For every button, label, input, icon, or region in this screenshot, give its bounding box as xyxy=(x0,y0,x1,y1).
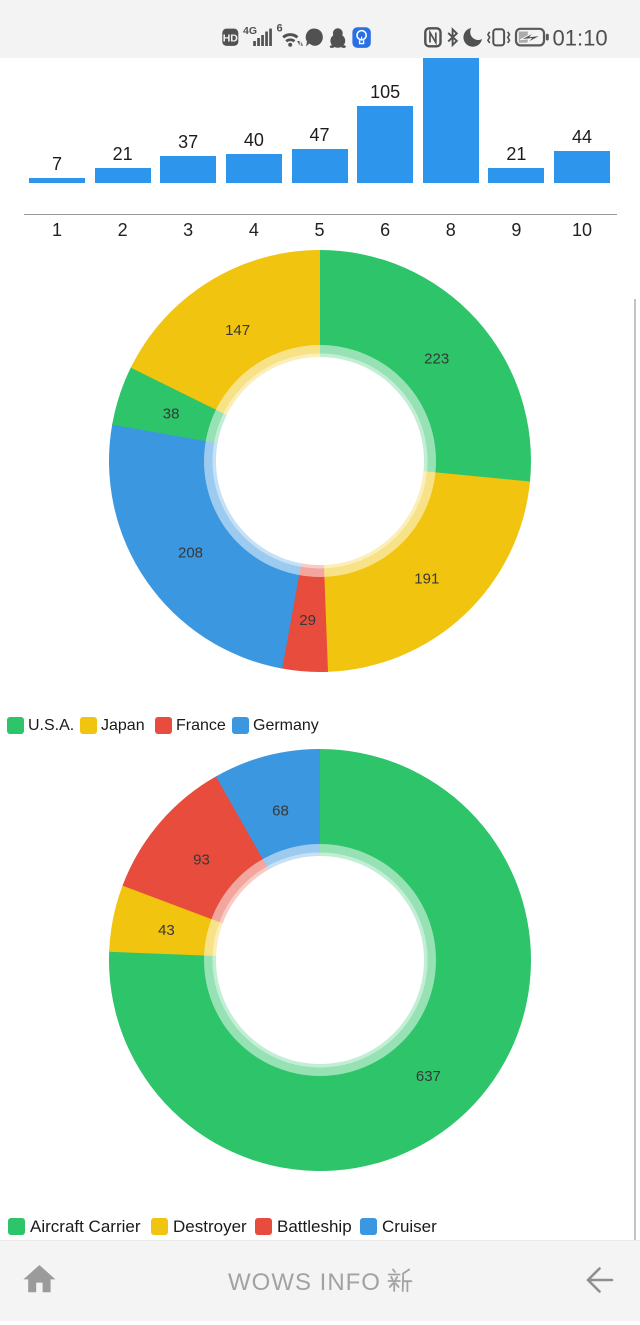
svg-text:6: 6 xyxy=(277,23,283,35)
svg-text:223: 223 xyxy=(424,351,449,368)
svg-text:637: 637 xyxy=(416,1068,441,1085)
svg-text:147: 147 xyxy=(225,322,250,339)
svg-text:4G: 4G xyxy=(243,25,257,37)
svg-text:191: 191 xyxy=(414,571,439,588)
svg-text:WOWS INFO: WOWS INFO xyxy=(228,1269,381,1296)
svg-text:43: 43 xyxy=(158,922,175,939)
svg-text:29: 29 xyxy=(299,612,316,629)
svg-text:01:10: 01:10 xyxy=(553,26,608,51)
svg-text:68: 68 xyxy=(272,803,289,820)
svg-text:HD: HD xyxy=(223,33,239,45)
svg-text:38: 38 xyxy=(163,406,180,423)
svg-text:208: 208 xyxy=(178,544,203,561)
svg-text:93: 93 xyxy=(193,852,210,869)
